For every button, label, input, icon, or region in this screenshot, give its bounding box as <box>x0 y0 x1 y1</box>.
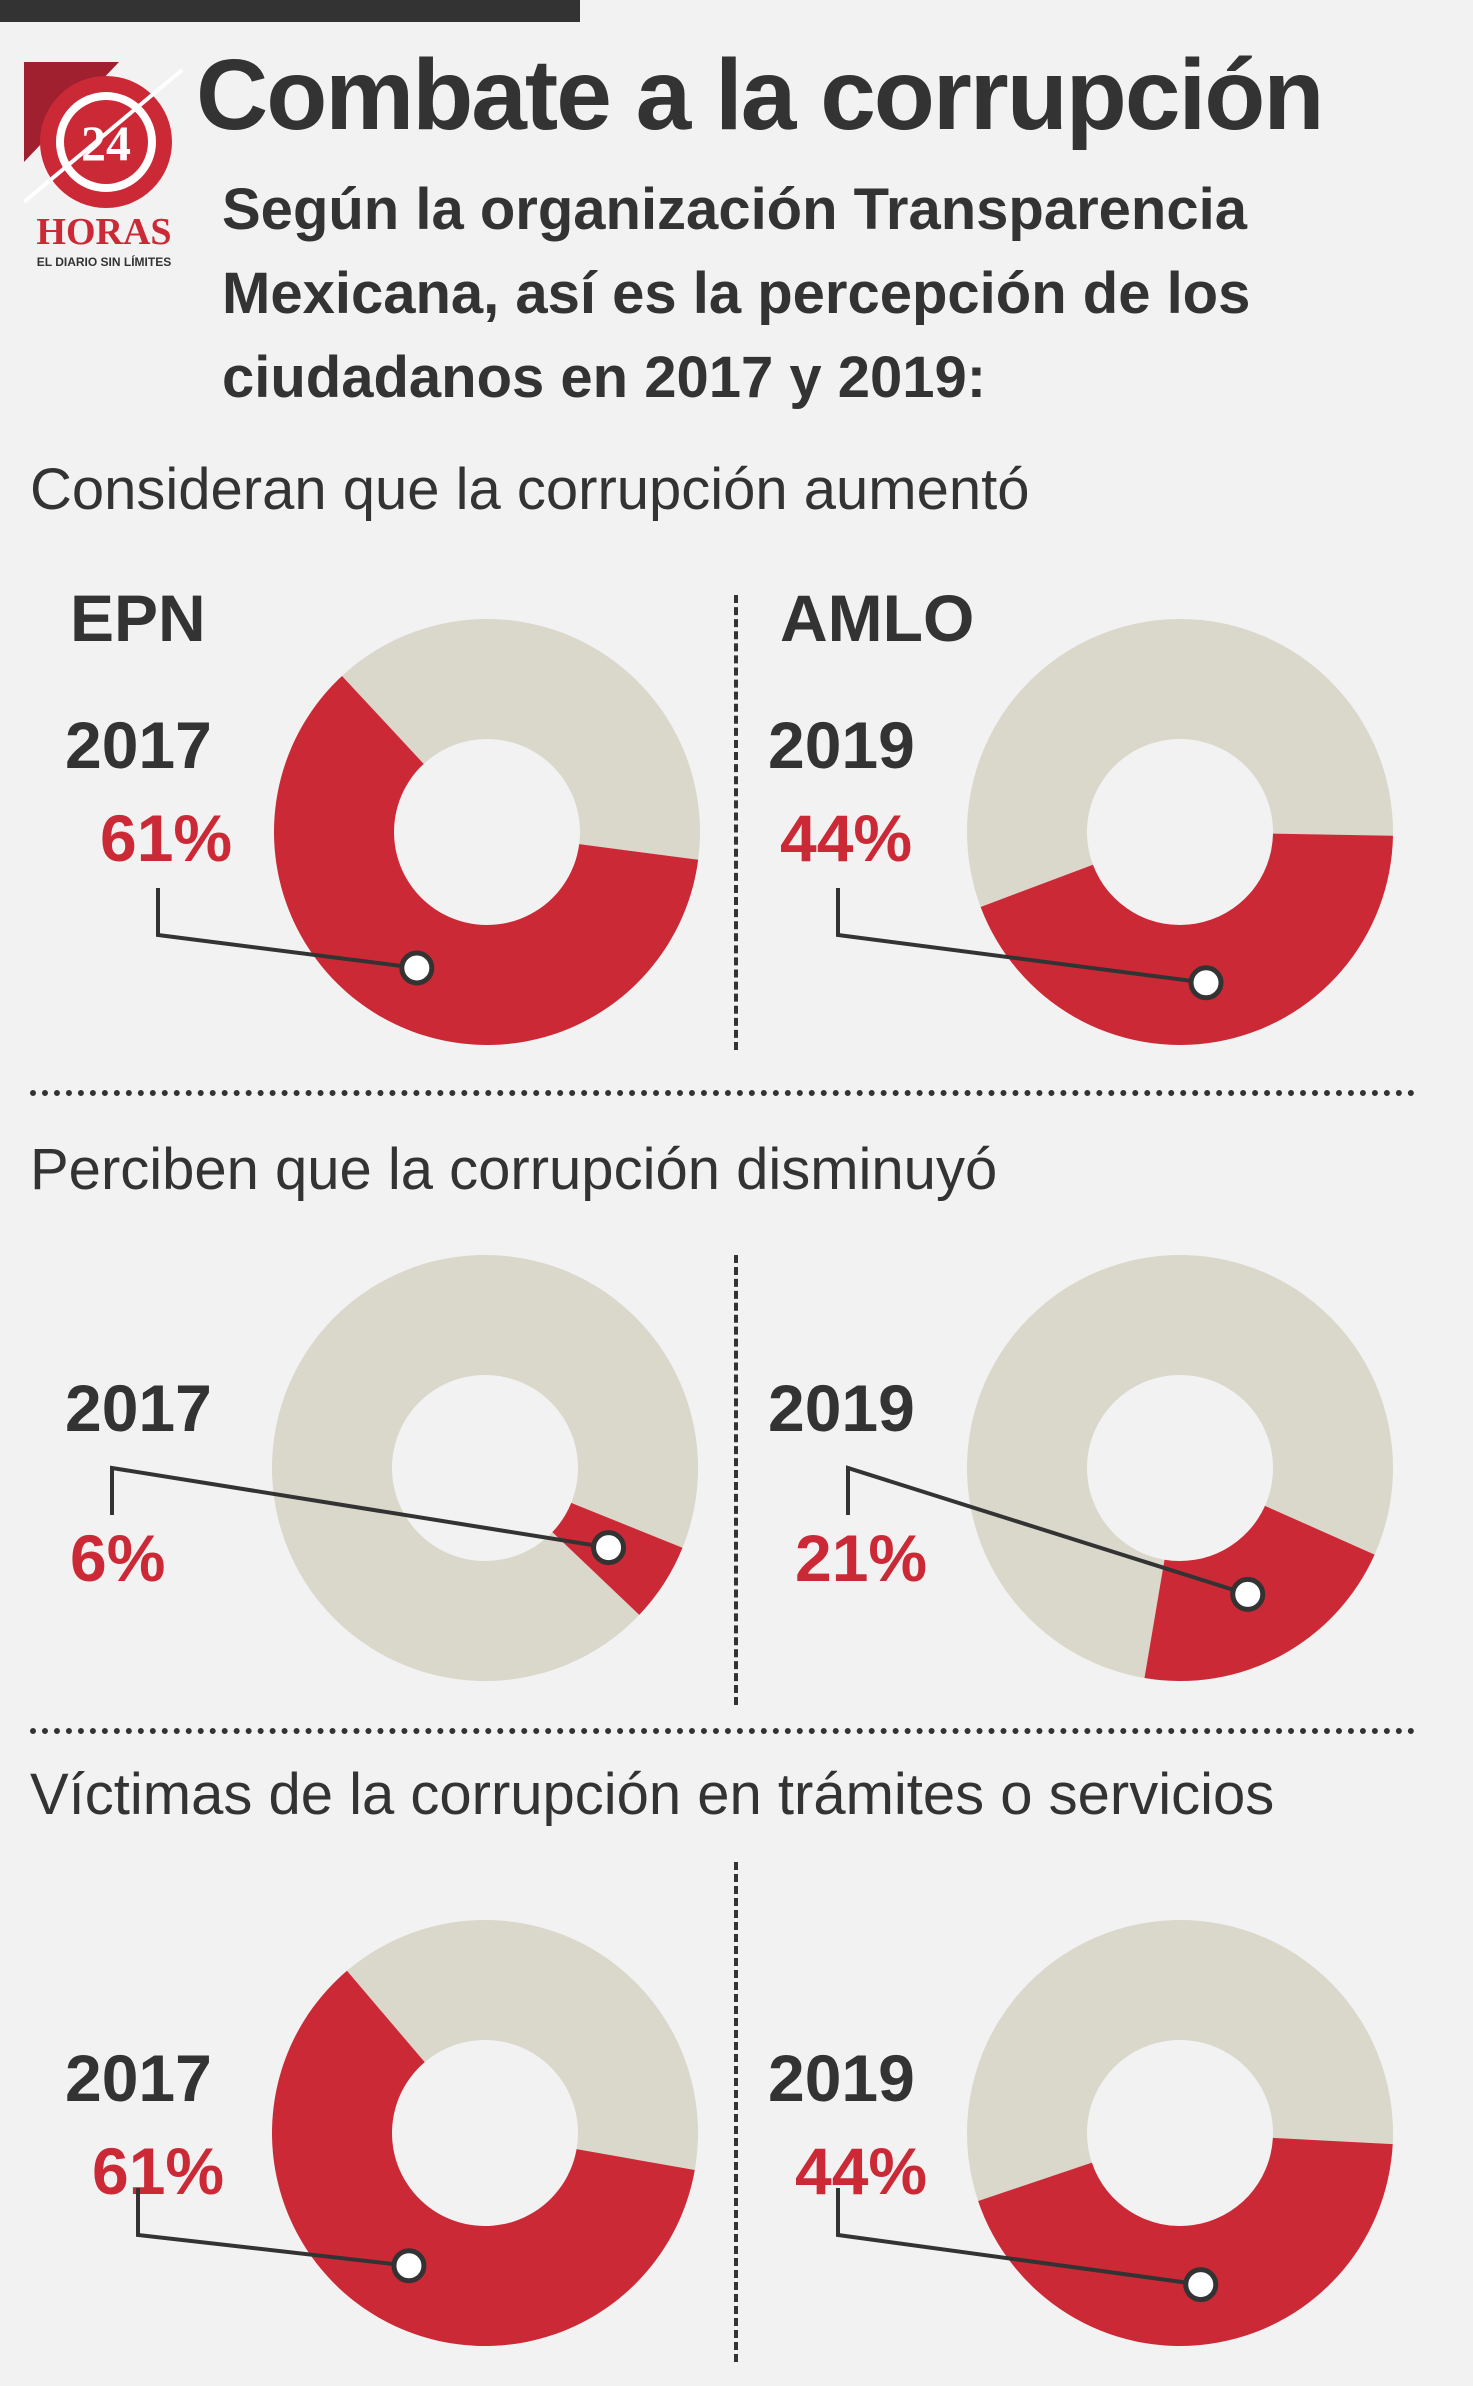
section-title-victimas: Víctimas de la corrupción en trámites o … <box>30 1762 1275 1827</box>
leader-line <box>136 2188 410 2268</box>
year-label-aumento-2019: 2019 <box>768 708 915 782</box>
leader-line <box>110 1465 609 1550</box>
leader-line <box>836 888 1207 985</box>
donut-remainder-slice <box>346 1920 698 2170</box>
logo-tagline: EL DIARIO SIN LÍMITES <box>37 254 171 269</box>
donut-remainder-slice <box>967 619 1393 907</box>
logo-number: 24 <box>81 115 131 171</box>
pct-label-disminuyo-2017: 6% <box>70 1521 166 1595</box>
pct-label-aumento-2019: 44% <box>780 801 913 875</box>
donut-remainder-slice <box>272 1254 699 1681</box>
pct-label-victimas-2019: 44% <box>795 2134 928 2208</box>
pct-label-victimas-2017: 61% <box>92 2134 225 2208</box>
donut-highlight-slice <box>274 675 699 1046</box>
year-label-aumento-2017: 2017 <box>65 708 212 782</box>
newspaper-logo: 24 HORAS EL DIARIO SIN LÍMITES <box>24 62 184 269</box>
column-label-epn: EPN <box>70 581 206 655</box>
year-label-victimas-2017: 2017 <box>65 2041 212 2115</box>
pct-label-disminuyo-2019: 21% <box>795 1521 928 1595</box>
pct-label-aumento-2017: 61% <box>100 801 233 875</box>
leader-dot <box>1188 965 1224 1001</box>
section-title-disminuyo: Perciben que la corrupción disminuyó <box>30 1137 998 1202</box>
logo-wordmark: HORAS <box>36 211 171 253</box>
leader-dot <box>1230 1576 1266 1612</box>
leader-line <box>156 888 418 970</box>
leader-line <box>836 2188 1202 2287</box>
year-label-disminuyo-2019: 2019 <box>768 1371 915 1445</box>
logo-inner-disc <box>64 100 148 184</box>
section-divider <box>30 1090 1415 1096</box>
column-divider <box>734 1255 738 1705</box>
section-title-aumento: Consideran que la corrupción aumentó <box>30 457 1030 522</box>
page-subtitle: Según la organización Transparencia Mexi… <box>222 177 1251 410</box>
top-bar <box>0 0 580 22</box>
leader-line <box>846 1465 1249 1597</box>
donut-remainder-slice <box>342 619 700 860</box>
donut-highlight-slice <box>978 2137 1393 2347</box>
donut-highlight-slice <box>271 1970 695 2346</box>
year-label-victimas-2019: 2019 <box>768 2041 915 2115</box>
column-divider <box>734 1862 738 2362</box>
year-label-disminuyo-2017: 2017 <box>65 1371 212 1445</box>
column-divider <box>734 595 738 1050</box>
column-label-amlo: AMLO <box>780 581 975 655</box>
donut-remainder-slice <box>967 1920 1393 2201</box>
donut-highlight-slice <box>980 833 1393 1046</box>
leader-dot <box>1183 2267 1219 2303</box>
section-divider <box>30 1728 1415 1734</box>
leader-dot <box>391 2248 427 2284</box>
leader-dot <box>399 950 435 986</box>
logo-slash <box>24 68 184 204</box>
page-title: Combate a la corrupción <box>196 39 1324 151</box>
donut-remainder-slice <box>967 1255 1393 1679</box>
leader-dot <box>591 1530 627 1566</box>
